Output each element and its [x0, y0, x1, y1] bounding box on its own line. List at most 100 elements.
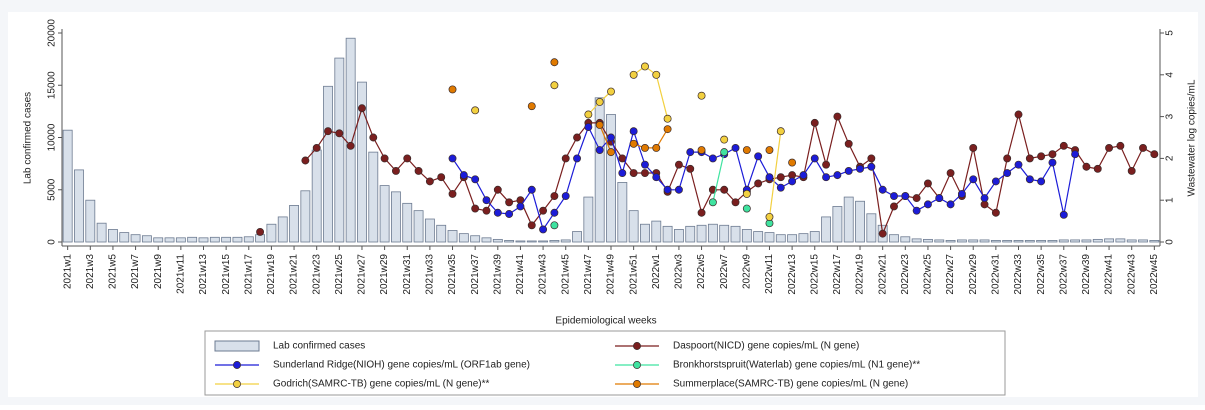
x-tick-label: 2022w21 [877, 254, 888, 295]
bar [606, 114, 616, 243]
series-marker [776, 183, 785, 192]
bar [1115, 238, 1126, 243]
series-marker [1071, 150, 1080, 159]
series-marker [629, 127, 638, 136]
series-marker [754, 152, 763, 161]
series-marker [765, 212, 774, 221]
series-marker [414, 166, 423, 175]
series-marker [459, 171, 468, 180]
series-marker [697, 91, 706, 100]
series-marker [595, 121, 604, 129]
bar [481, 237, 492, 243]
bar [243, 236, 254, 243]
bar [504, 240, 515, 243]
y-tick-label: 5000 [47, 178, 58, 201]
bar [526, 240, 537, 243]
series-marker [923, 179, 932, 188]
series-marker [890, 202, 898, 211]
series-marker [369, 133, 378, 142]
bar [470, 235, 481, 243]
series-marker [991, 208, 1000, 217]
x-tick-label: 2022w13 [787, 254, 798, 295]
series-marker [1003, 154, 1012, 163]
series-marker [527, 102, 536, 111]
series-marker [720, 148, 729, 157]
bar [1047, 240, 1058, 243]
series-marker [1082, 162, 1091, 171]
x-tick-label: 2021w25 [334, 254, 345, 295]
y2-tick-label: 0 [1165, 239, 1176, 245]
x-tick-label: 2021w43 [538, 254, 549, 295]
bar [119, 232, 130, 243]
bar [707, 223, 718, 243]
x-tick-label: 2022w29 [968, 254, 979, 295]
bar [934, 239, 945, 243]
series-marker [765, 173, 774, 182]
bar [741, 229, 752, 243]
x-tick-label: 2021w7 [130, 254, 141, 289]
series-marker [844, 166, 853, 175]
x-tick-label: 2022w27 [945, 254, 956, 295]
x-tick-label: 2022w41 [1104, 254, 1115, 295]
bar [945, 240, 956, 243]
x-tick-label: 2021w27 [357, 254, 368, 295]
series-marker [686, 164, 695, 173]
series-marker [833, 171, 842, 180]
series-marker [697, 208, 706, 217]
bar [153, 237, 164, 243]
series-marker [527, 221, 536, 230]
bar [424, 218, 435, 243]
bar [640, 223, 650, 243]
y2-tick-label: 2 [1165, 155, 1176, 161]
series-marker [324, 127, 332, 136]
series-marker [425, 177, 434, 186]
bar [175, 237, 186, 243]
series-line [633, 128, 669, 149]
series-marker [641, 62, 649, 71]
x-tick-label: 2022w5 [696, 254, 707, 289]
x-tick-label: 2022w9 [741, 254, 752, 289]
x-tick-label: 2021w23 [311, 254, 322, 295]
bar [560, 239, 571, 243]
bar [889, 234, 899, 243]
bar [334, 57, 345, 243]
series-marker [810, 154, 819, 163]
bar [266, 223, 277, 243]
bar [1149, 240, 1160, 243]
x-tick-label: 2022w35 [1036, 254, 1047, 295]
series-marker [708, 185, 717, 194]
series-marker [641, 143, 649, 152]
legend-label: Bronkhorstspruit(Waterlab) gene copies/m… [673, 360, 920, 371]
series-marker [550, 192, 559, 200]
x-tick-label: 2021w19 [266, 254, 277, 295]
series-marker [505, 198, 514, 207]
bar [730, 225, 741, 243]
series-marker [663, 125, 672, 134]
x-axis-title: Epidemiological weeks [555, 316, 656, 327]
series-marker [788, 158, 797, 167]
series-marker [1037, 152, 1046, 161]
bar [775, 234, 786, 243]
series-marker [1014, 160, 1023, 169]
bar [572, 231, 582, 243]
series-marker [629, 169, 638, 177]
series-marker [539, 206, 548, 215]
series-marker [912, 194, 921, 203]
bar [832, 206, 843, 243]
series-marker [1127, 166, 1136, 175]
series-marker [878, 229, 887, 238]
series-marker [607, 148, 615, 157]
x-tick-label: 2022w17 [832, 254, 843, 295]
x-tick-label: 2021w5 [108, 254, 119, 289]
bar [685, 225, 696, 243]
series-marker [776, 173, 785, 182]
bar [1070, 239, 1081, 243]
series-marker [788, 177, 797, 186]
series-marker [901, 192, 910, 200]
bar [357, 81, 367, 243]
bar [821, 216, 831, 243]
series-marker [516, 202, 525, 211]
series-marker [765, 146, 774, 154]
bar [413, 210, 424, 243]
